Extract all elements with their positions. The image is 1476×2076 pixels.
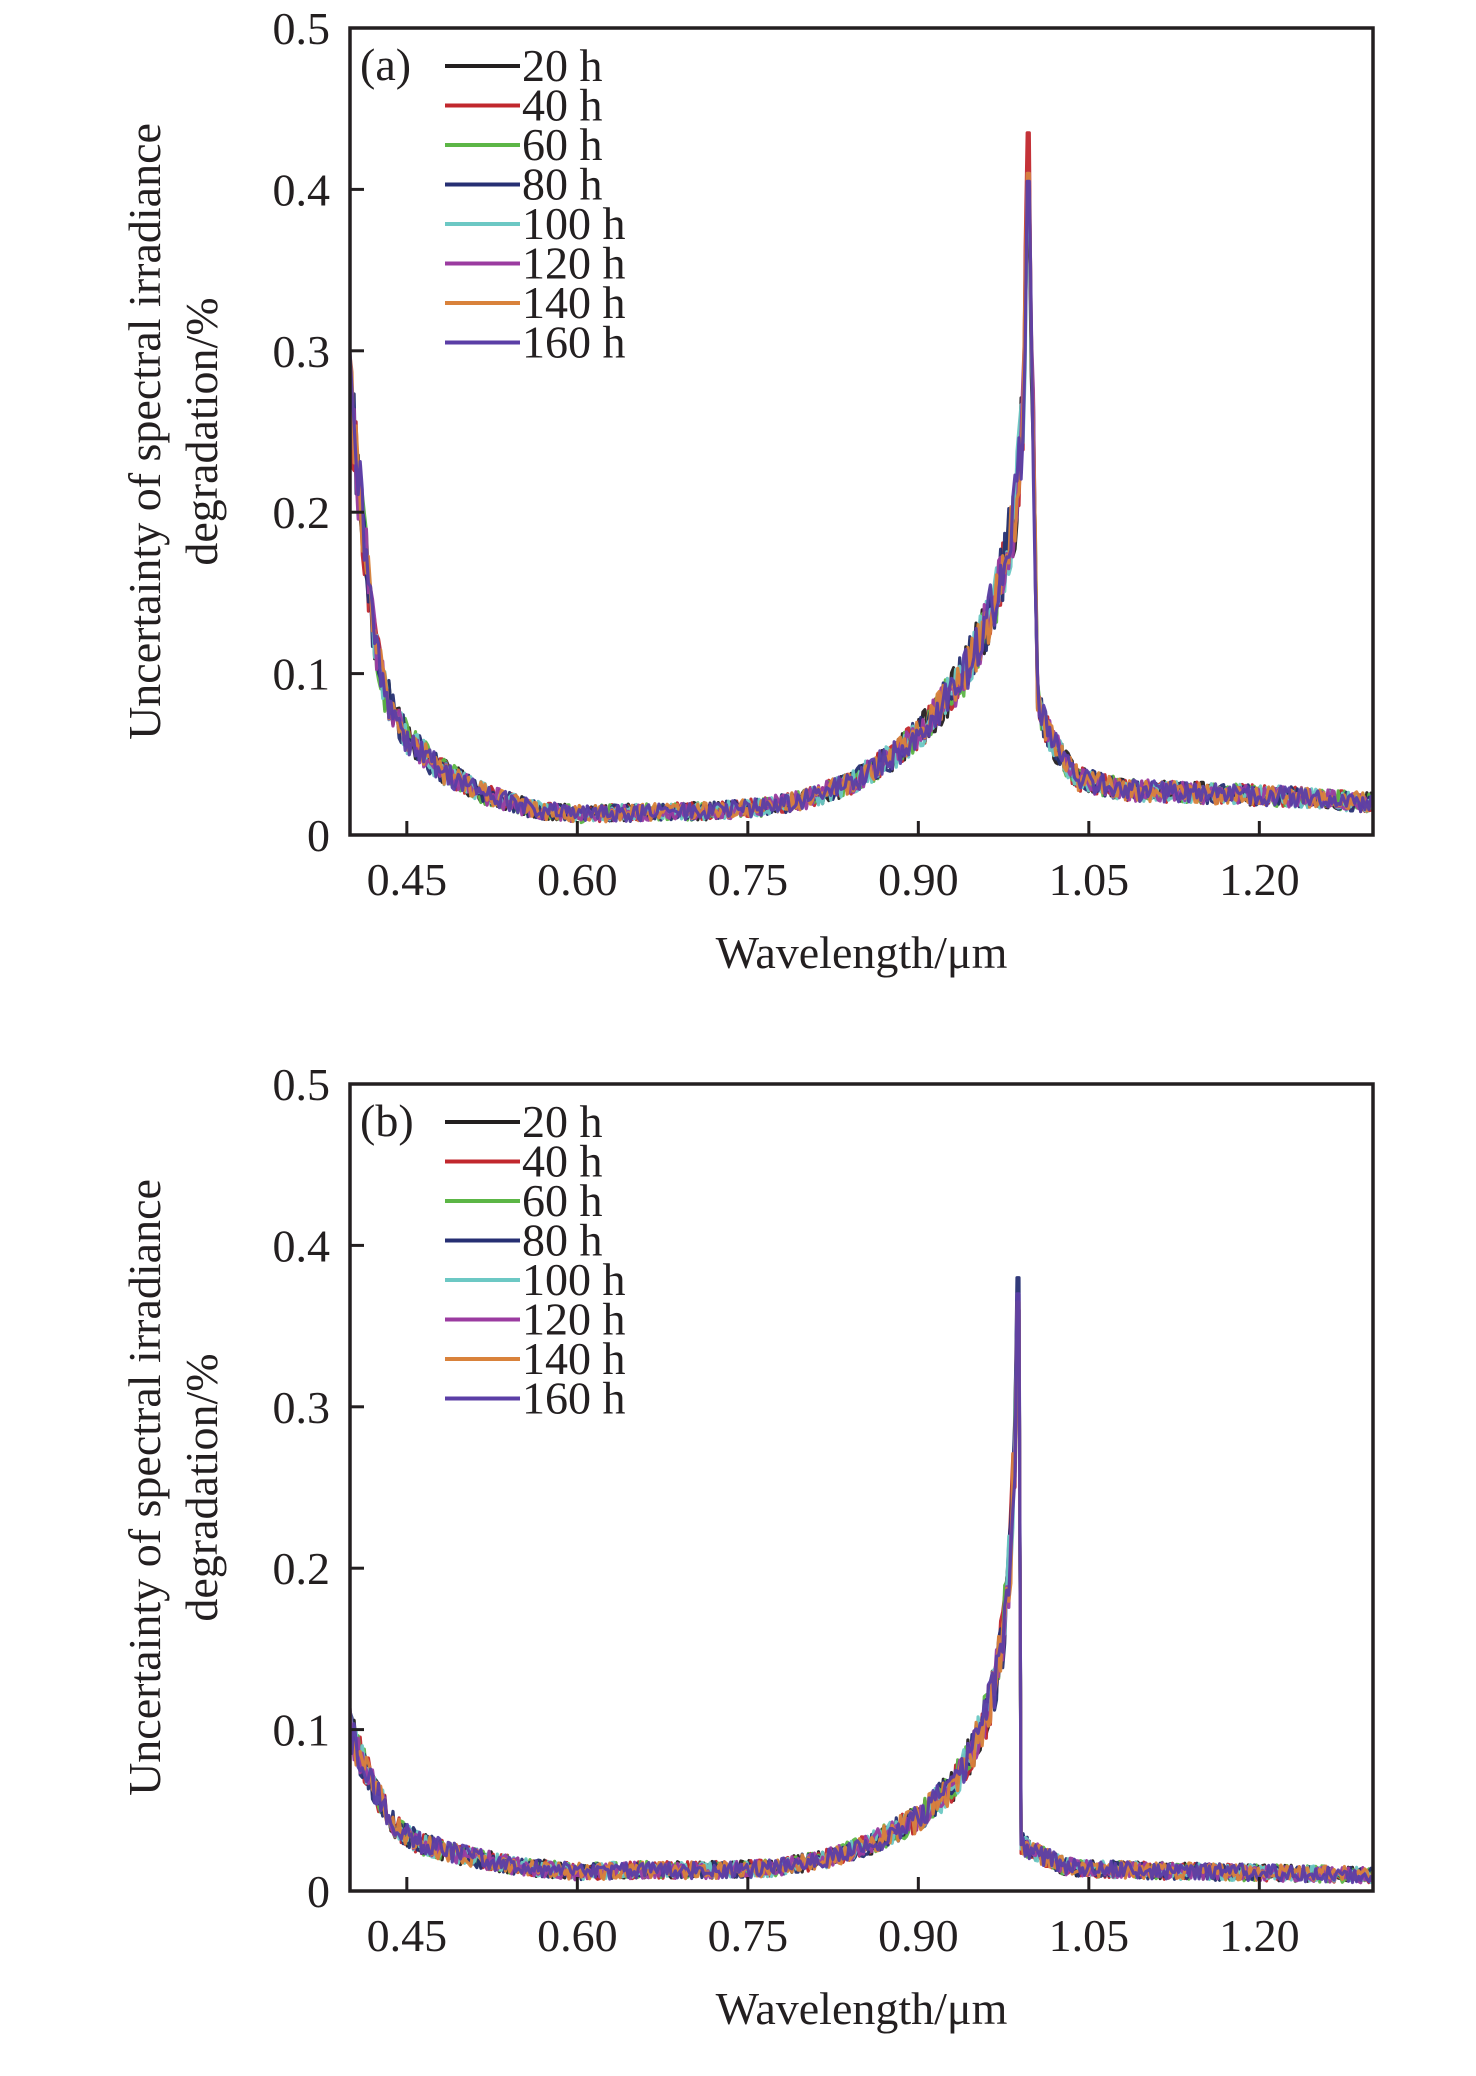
plot-frame <box>348 1082 1375 1893</box>
y-tick-label: 0 <box>307 810 330 861</box>
y-tick-label: 0.1 <box>273 649 331 700</box>
legend-label: 160 h <box>522 1373 626 1424</box>
panel-label: (b) <box>360 1095 414 1146</box>
legend-label: 140 h <box>522 277 626 328</box>
x-tick-label: 0.45 <box>367 1910 448 1961</box>
y-axis-title-line: degradation/% <box>176 297 227 565</box>
plot-frame <box>348 26 1375 837</box>
legend-label: 40 h <box>522 1136 603 1187</box>
legend-label: 100 h <box>522 1254 626 1305</box>
series-line-100h <box>350 1308 1373 1885</box>
x-tick-label: 0.75 <box>708 854 789 905</box>
chart-panel-b: 0 0.1 0.2 0.3 0.4 0.5 0.45 0.60 0.75 0.90 1.05 1.20… <box>0 1056 1476 2076</box>
series-line-160h <box>350 179 1373 823</box>
plot-area <box>350 1276 1373 1885</box>
y-axis-title-line: Uncertainty of spectral irradiance <box>119 123 170 740</box>
x-tick-label: 0.60 <box>537 854 618 905</box>
series-line-140h <box>350 1300 1373 1882</box>
plot-area <box>350 131 1373 825</box>
y-tick-label: 0.3 <box>273 1382 331 1433</box>
legend-label: 100 h <box>522 198 626 249</box>
y-tick-label: 0.4 <box>273 1220 331 1271</box>
y-tick-label: 0.4 <box>273 164 331 215</box>
x-tick-label: 0.60 <box>537 1910 618 1961</box>
y-tick-label: 0.2 <box>273 1543 331 1594</box>
x-tick-label: 0.90 <box>878 854 959 905</box>
x-axis-title: Wavelength/μm <box>716 927 1008 978</box>
x-tick-label: 0.75 <box>708 1910 789 1961</box>
y-tick-label: 0 <box>307 1866 330 1917</box>
y-tick-label: 0.1 <box>273 1705 331 1756</box>
x-tick-label: 1.05 <box>1049 854 1130 905</box>
legend-label: 80 h <box>522 159 603 210</box>
legend-label: 120 h <box>522 238 626 289</box>
legend-label: 120 h <box>522 1294 626 1345</box>
series-line-80h <box>350 1276 1373 1882</box>
x-tick-label: 1.05 <box>1049 1910 1130 1961</box>
x-tick-label: 0.90 <box>878 1910 959 1961</box>
y-tick-label: 0.5 <box>273 1059 331 1110</box>
series-line-100h <box>350 187 1373 823</box>
chart-b-svg: 0 0.1 0.2 0.3 0.4 0.5 0.45 0.60 0.75 0.90 1.05 1.20… <box>119 1059 1375 2034</box>
x-tick-label: 1.20 <box>1219 1910 1300 1961</box>
series-line-120h <box>350 1308 1373 1885</box>
series-line-40h <box>350 1308 1373 1885</box>
x-tick-label: 1.20 <box>1219 854 1300 905</box>
series-line-60h <box>350 1324 1373 1884</box>
y-axis-title-line: degradation/% <box>176 1353 227 1621</box>
series-line-140h <box>350 171 1373 824</box>
legend-label: 20 h <box>522 1096 603 1147</box>
series-line-40h <box>350 131 1373 824</box>
legend-label: 60 h <box>522 1175 603 1226</box>
chart-panel-a: 0 0.1 0.2 0.3 0.4 0.5 0.45 0.60 0.75 0.90 1.05 1.20… <box>0 0 1476 1020</box>
x-tick-label: 0.45 <box>367 854 448 905</box>
panel-label: (a) <box>360 39 411 90</box>
series-line-120h <box>350 171 1373 823</box>
series-line-20h <box>350 220 1373 823</box>
chart-a-svg: 0 0.1 0.2 0.3 0.4 0.5 0.45 0.60 0.75 0.90 1.05 1.20… <box>119 3 1375 978</box>
x-axis-title: Wavelength/μm <box>716 1983 1008 2034</box>
legend-label: 140 h <box>522 1333 626 1384</box>
y-axis-title-line: Uncertainty of spectral irradiance <box>119 1179 170 1796</box>
legend-label: 160 h <box>522 317 626 368</box>
series-line-20h <box>350 1308 1373 1883</box>
y-tick-label: 0.2 <box>273 487 331 538</box>
y-tick-label: 0.3 <box>273 326 331 377</box>
legend-label: 60 h <box>522 119 603 170</box>
series-line-60h <box>350 187 1373 825</box>
series-line-160h <box>350 1292 1373 1885</box>
legend-label: 40 h <box>522 80 603 131</box>
legend-label: 80 h <box>522 1215 603 1266</box>
legend-label: 20 h <box>522 40 603 91</box>
y-tick-label: 0.5 <box>273 3 331 54</box>
series-line-80h <box>350 203 1373 824</box>
